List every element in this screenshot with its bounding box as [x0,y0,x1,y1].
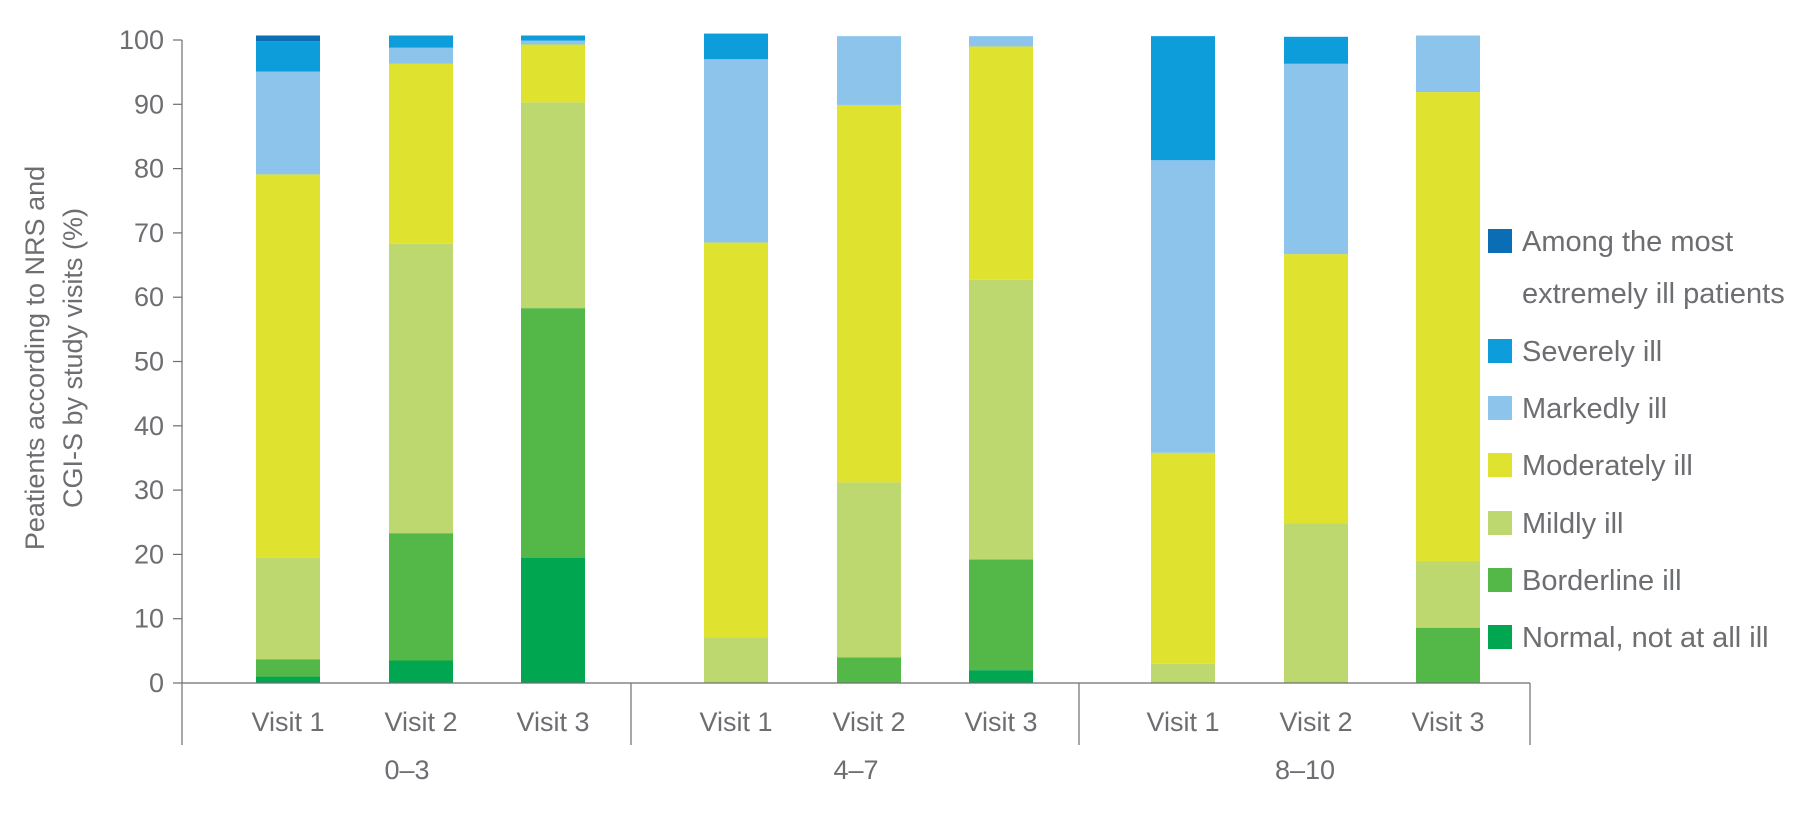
x-tick-label-g2-v1: Visit 1 [699,707,772,737]
bar-segment-g2-v3-s1 [969,670,1033,683]
legend-swatch-6 [1488,568,1512,592]
legend-label-5: Mildly ill [1522,508,1624,540]
bar-segment-g3-v2-s6 [1284,36,1348,64]
bar-segment-g3-v3-s3 [1416,561,1480,628]
y-tick-label-40: 40 [134,411,164,441]
x-tick-label-g3-v3: Visit 3 [1411,707,1484,737]
bar-segment-g3-v1-s4 [1151,452,1215,664]
x-axis: Visit 1 Visit 2 Visit 3 0–3 Visit 1 Visit 2 Vi… [181,682,1531,785]
bar-segment-g1-v2-s5 [389,47,453,64]
legend-swatch-4 [1488,453,1512,477]
bar-segment-g1-v3-s5 [521,40,585,45]
x-tick-label-g1-v1: Visit 1 [251,707,324,737]
y-tick-label-70: 70 [134,218,164,248]
bar-segment-g1-v1-s5 [256,71,320,175]
legend-swatch-1 [1488,229,1512,253]
legend-label-4: Moderately ill [1522,450,1693,482]
bar-segment-g2-v1-s6 [704,33,768,60]
legend-swatch-5 [1488,511,1512,535]
bar-segment-g3-v2-s4 [1284,254,1348,524]
bar-segment-g1-v1-s1 [256,676,320,683]
x-tick-label-g2-v3: Visit 3 [964,707,1037,737]
bar-segment-g2-v1-s4 [704,242,768,638]
legend-label-3: Markedly ill [1522,393,1667,425]
bar-segment-g1-v3-s3 [521,102,585,309]
legend-label-6: Borderline ill [1522,565,1682,597]
legend-label-7: Normal, not at all ill [1522,622,1769,654]
x-tick-label-g1-v2: Visit 2 [384,707,457,737]
bar-segment-g1-v3-s4 [521,44,585,103]
bar-segment-g2-v2-s2 [837,657,901,683]
y-tick-label-10: 10 [134,604,164,634]
y-tick-label-50: 50 [134,347,164,377]
y-tick-label-30: 30 [134,475,164,505]
bar-segment-g1-v1-s4 [256,174,320,558]
bar-segment-g1-v1-s2 [256,659,320,677]
bar-segment-g1-v2-s6 [389,35,453,48]
x-tick-label-g2-v2: Visit 2 [832,707,905,737]
bar-segment-g1-v2-s3 [389,243,453,534]
bar-segment-g3-v1-s5 [1151,160,1215,453]
x-group-label-1: 0–3 [384,755,429,785]
bar-segment-g3-v3-s5 [1416,35,1480,93]
legend-swatch-7 [1488,625,1512,649]
y-tick-label-80: 80 [134,154,164,184]
bar-segment-g2-v3-s2 [969,559,1033,671]
y-axis-title-line-2: CGI-S by study visits (%) [58,208,88,508]
y-tick-label-20: 20 [134,539,164,569]
x-tick-label-g3-v1: Visit 1 [1146,707,1219,737]
bars [256,33,1480,683]
bar-segment-g1-v2-s2 [389,533,453,661]
bar-segment-g2-v3-s4 [969,46,1033,280]
bar-segment-g2-v3-s3 [969,279,1033,560]
y-tick-label-100: 100 [119,25,164,55]
y-tick-label-90: 90 [134,89,164,119]
bar-segment-g2-v3-s5 [969,36,1033,47]
bar-segment-g1-v3-s2 [521,308,585,558]
bar-segment-g1-v3-s1 [521,557,585,683]
legend: Among the most extremely ill patients Seve… [1488,226,1785,654]
bar-segment-g3-v3-s2 [1416,627,1480,683]
bar-segment-g3-v2-s3 [1284,523,1348,683]
y-tick-label-60: 60 [134,282,164,312]
bar-segment-g2-v2-s5 [837,36,901,105]
bar-segment-g3-v3-s4 [1416,92,1480,562]
legend-label-2: Severely ill [1522,336,1662,368]
bar-segment-g2-v1-s3 [704,637,768,683]
legend-label-1-line-1: Among the most [1522,226,1733,258]
x-group-label-3: 8–10 [1275,755,1335,785]
legend-swatch-3 [1488,396,1512,420]
bar-segment-g3-v1-s3 [1151,663,1215,683]
bar-segment-g3-v1-s6 [1151,36,1215,161]
y-axis-title: Peatients according to NRS and CGI-S by … [20,166,88,550]
bar-segment-g1-v1-s7 [256,35,320,42]
bar-segment-g1-v1-s3 [256,557,320,660]
bar-segment-g2-v2-s4 [837,104,901,483]
y-tick-label-0: 0 [149,668,164,698]
bar-segment-g1-v2-s4 [389,63,453,244]
y-axis-title-line-1: Peatients according to NRS and [20,166,50,550]
legend-label-1-line-2: extremely ill patients [1522,278,1785,310]
legend-swatch-2 [1488,339,1512,363]
bar-segment-g2-v1-s5 [704,59,768,243]
bar-segment-g1-v1-s6 [256,41,320,72]
x-tick-label-g1-v3: Visit 3 [516,707,589,737]
bar-segment-g3-v2-s5 [1284,63,1348,255]
x-group-label-2: 4–7 [833,755,878,785]
bar-segment-g1-v3-s6 [521,35,585,41]
bar-segment-g1-v2-s1 [389,660,453,683]
x-tick-label-g3-v2: Visit 2 [1279,707,1352,737]
bar-segment-g2-v2-s3 [837,482,901,658]
y-axis: 0 10 20 30 40 50 60 70 80 90 100 [119,25,183,698]
